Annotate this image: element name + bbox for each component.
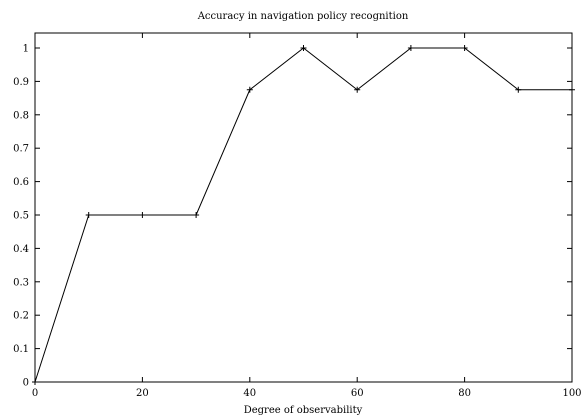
y-tick-label: 0.9 bbox=[13, 77, 29, 88]
series-line bbox=[34, 47, 572, 383]
plot-area-frame bbox=[34, 32, 573, 383]
y-tick-label: 0.1 bbox=[13, 344, 29, 355]
y-axis: 0 0.1 0.2 0.3 0.4 0.5 0.6 0.7 0.8 0.9 1 bbox=[13, 44, 572, 389]
y-tick-label: 0.2 bbox=[13, 311, 29, 322]
y-tick-label: 0.8 bbox=[13, 110, 29, 121]
data-point-marker bbox=[246, 86, 253, 93]
y-tick-label: 1 bbox=[23, 44, 29, 55]
data-point-marker bbox=[569, 86, 575, 93]
series-accuracy bbox=[32, 45, 575, 385]
data-point-marker bbox=[515, 86, 522, 93]
x-tick-label: 100 bbox=[562, 388, 581, 399]
y-tick-label: 0.5 bbox=[13, 211, 29, 222]
y-tick-label: 0.4 bbox=[13, 244, 29, 255]
x-tick-label: 40 bbox=[243, 388, 256, 399]
data-point-marker bbox=[407, 45, 414, 51]
x-tick-label: 0 bbox=[32, 388, 38, 399]
chart-title: Accuracy in navigation policy recognitio… bbox=[197, 11, 409, 22]
x-tick-label: 60 bbox=[351, 388, 364, 399]
y-tick-label: 0.6 bbox=[13, 177, 29, 188]
x-axis: 0 20 40 60 80 100 bbox=[32, 33, 581, 399]
data-point-marker bbox=[354, 86, 361, 93]
y-tick-label: 0 bbox=[23, 378, 29, 389]
data-point-marker bbox=[32, 379, 38, 385]
data-point-marker bbox=[193, 212, 200, 218]
x-axis-label: Degree of observability bbox=[244, 405, 363, 416]
data-point-marker bbox=[461, 45, 468, 51]
y-tick-label: 0.7 bbox=[13, 144, 29, 155]
data-point-marker bbox=[85, 212, 92, 218]
x-tick-label: 80 bbox=[458, 388, 471, 399]
data-point-marker bbox=[139, 212, 146, 218]
x-tick-label: 20 bbox=[136, 388, 149, 399]
y-tick-label: 0.3 bbox=[13, 277, 29, 288]
data-point-marker bbox=[300, 45, 307, 51]
